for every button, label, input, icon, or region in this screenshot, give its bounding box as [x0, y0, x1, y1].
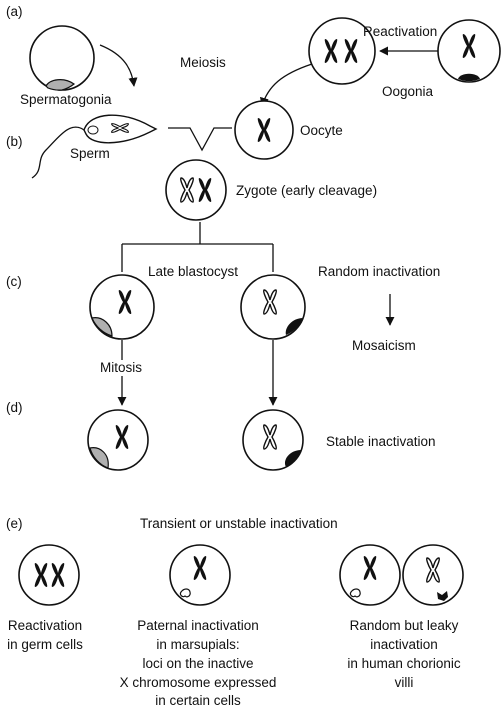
svg-text:loci on the inactive: loci on the inactive [142, 656, 253, 671]
svg-text:inactivation: inactivation [370, 637, 438, 652]
oogonia-reactivated-cell [308, 17, 376, 85]
reactivation-label: Reactivation [363, 24, 437, 39]
mosaicism-label: Mosaicism [352, 338, 416, 353]
section-label-e: (e) [6, 516, 23, 531]
sperm-cell [31, 114, 158, 179]
sperm-label: Sperm [70, 146, 110, 161]
svg-text:in human chorionic: in human chorionic [347, 656, 461, 671]
caption-germ: Reactivation in germ cells [7, 618, 83, 652]
spermatogonia-label: Spermatogonia [20, 92, 112, 107]
oocyte-cell [234, 100, 294, 160]
oogonia-cell [437, 19, 501, 83]
oogonia-label: Oogonia [382, 84, 434, 99]
meiosis-arrow-male [99, 44, 138, 87]
caption-marsupial: Paternal inactivation in marsupials: loc… [120, 618, 277, 708]
section-label-c: (c) [6, 274, 22, 289]
svg-text:villi: villi [395, 675, 414, 690]
section-label-b: (b) [6, 134, 23, 149]
zygote-cell [165, 159, 227, 221]
stable-cell-left [87, 409, 149, 471]
germ-cell-xx [18, 544, 80, 606]
fertilization-connector [168, 127, 232, 152]
blastocyst-cell-right [240, 274, 306, 340]
transient-label: Transient or unstable inactivation [140, 516, 338, 531]
caption-human: Random but leaky inactivation in human c… [347, 618, 461, 690]
svg-text:X chromosome expressed: X chromosome expressed [120, 675, 277, 690]
spermatogonia-cell [29, 25, 95, 91]
late-blastocyst-label: Late blastocyst [148, 264, 238, 279]
svg-text:in certain cells: in certain cells [155, 693, 241, 707]
svg-text:Paternal inactivation: Paternal inactivation [137, 618, 259, 633]
marsupial-cell [169, 544, 231, 606]
zygote-label: Zygote (early cleavage) [236, 183, 377, 198]
svg-text:Random but leaky: Random but leaky [350, 618, 459, 633]
human-cell-right [402, 544, 464, 606]
oocyte-label: Oocyte [300, 123, 343, 138]
random-inactivation-label: Random inactivation [318, 264, 440, 279]
svg-text:in germ cells: in germ cells [7, 637, 83, 652]
section-label-d: (d) [6, 400, 23, 415]
svg-text:in marsupials:: in marsupials: [156, 637, 239, 652]
mitosis-label: Mitosis [100, 360, 142, 375]
stable-inactivation-label: Stable inactivation [326, 434, 436, 449]
section-label-a: (a) [6, 4, 23, 19]
stable-cell-right [242, 409, 304, 471]
meiosis-arrow-female [259, 63, 313, 107]
blastocyst-cell-left [89, 274, 155, 340]
meiosis-label: Meiosis [180, 55, 226, 70]
svg-text:Reactivation: Reactivation [8, 618, 82, 633]
blastocyst-branch [121, 222, 274, 272]
human-cell-left [339, 544, 401, 606]
